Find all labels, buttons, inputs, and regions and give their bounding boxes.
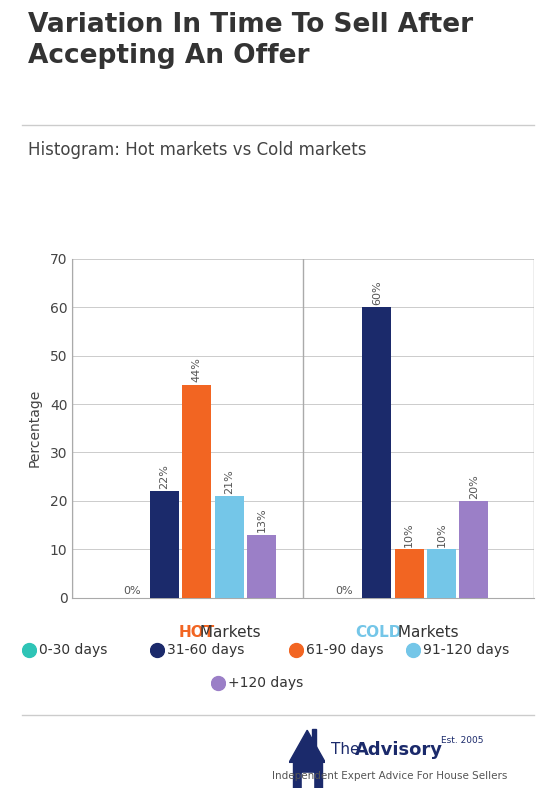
Bar [459, 501, 488, 598]
Text: 20%: 20% [469, 473, 479, 499]
Polygon shape [302, 772, 312, 788]
Bar [427, 549, 456, 598]
Polygon shape [292, 763, 321, 788]
Text: +120 days: +120 days [228, 675, 303, 690]
Polygon shape [289, 730, 325, 763]
Y-axis label: Percentage: Percentage [27, 389, 42, 467]
Text: 31-60 days: 31-60 days [167, 643, 244, 658]
Text: Advisory: Advisory [355, 741, 443, 759]
Text: 60%: 60% [372, 280, 382, 305]
Text: 44%: 44% [192, 357, 202, 382]
Point [152, 644, 162, 657]
Text: Independent Expert Advice For House Sellers: Independent Expert Advice For House Sell… [271, 771, 507, 781]
Text: 91-120 days: 91-120 days [423, 643, 509, 658]
Bar [182, 385, 211, 598]
Text: Markets: Markets [393, 625, 459, 640]
Text: 0%: 0% [336, 586, 354, 596]
Text: 22%: 22% [160, 464, 170, 489]
Text: The: The [331, 743, 359, 757]
Bar [363, 307, 391, 598]
Text: Est. 2005: Est. 2005 [441, 736, 484, 746]
Point [214, 676, 223, 689]
Text: 61-90 days: 61-90 days [306, 643, 383, 658]
Text: Markets: Markets [195, 625, 260, 640]
Text: COLD: COLD [355, 625, 402, 640]
Bar [215, 496, 244, 598]
Polygon shape [312, 729, 316, 748]
Point [24, 644, 33, 657]
Text: HOT: HOT [179, 625, 215, 640]
Bar [247, 535, 276, 598]
Text: 0%: 0% [123, 586, 141, 596]
Text: 10%: 10% [404, 523, 414, 547]
Text: Histogram: Hot markets vs Cold markets: Histogram: Hot markets vs Cold markets [28, 141, 366, 159]
Text: 10%: 10% [436, 523, 446, 547]
Text: Variation In Time To Sell After
Accepting An Offer: Variation In Time To Sell After Acceptin… [28, 12, 473, 69]
Bar [150, 491, 179, 598]
Bar [395, 549, 424, 598]
Point [291, 644, 300, 657]
Text: 13%: 13% [256, 508, 266, 532]
Point [408, 644, 417, 657]
Text: 0-30 days: 0-30 days [39, 643, 107, 658]
Text: 21%: 21% [224, 469, 234, 494]
